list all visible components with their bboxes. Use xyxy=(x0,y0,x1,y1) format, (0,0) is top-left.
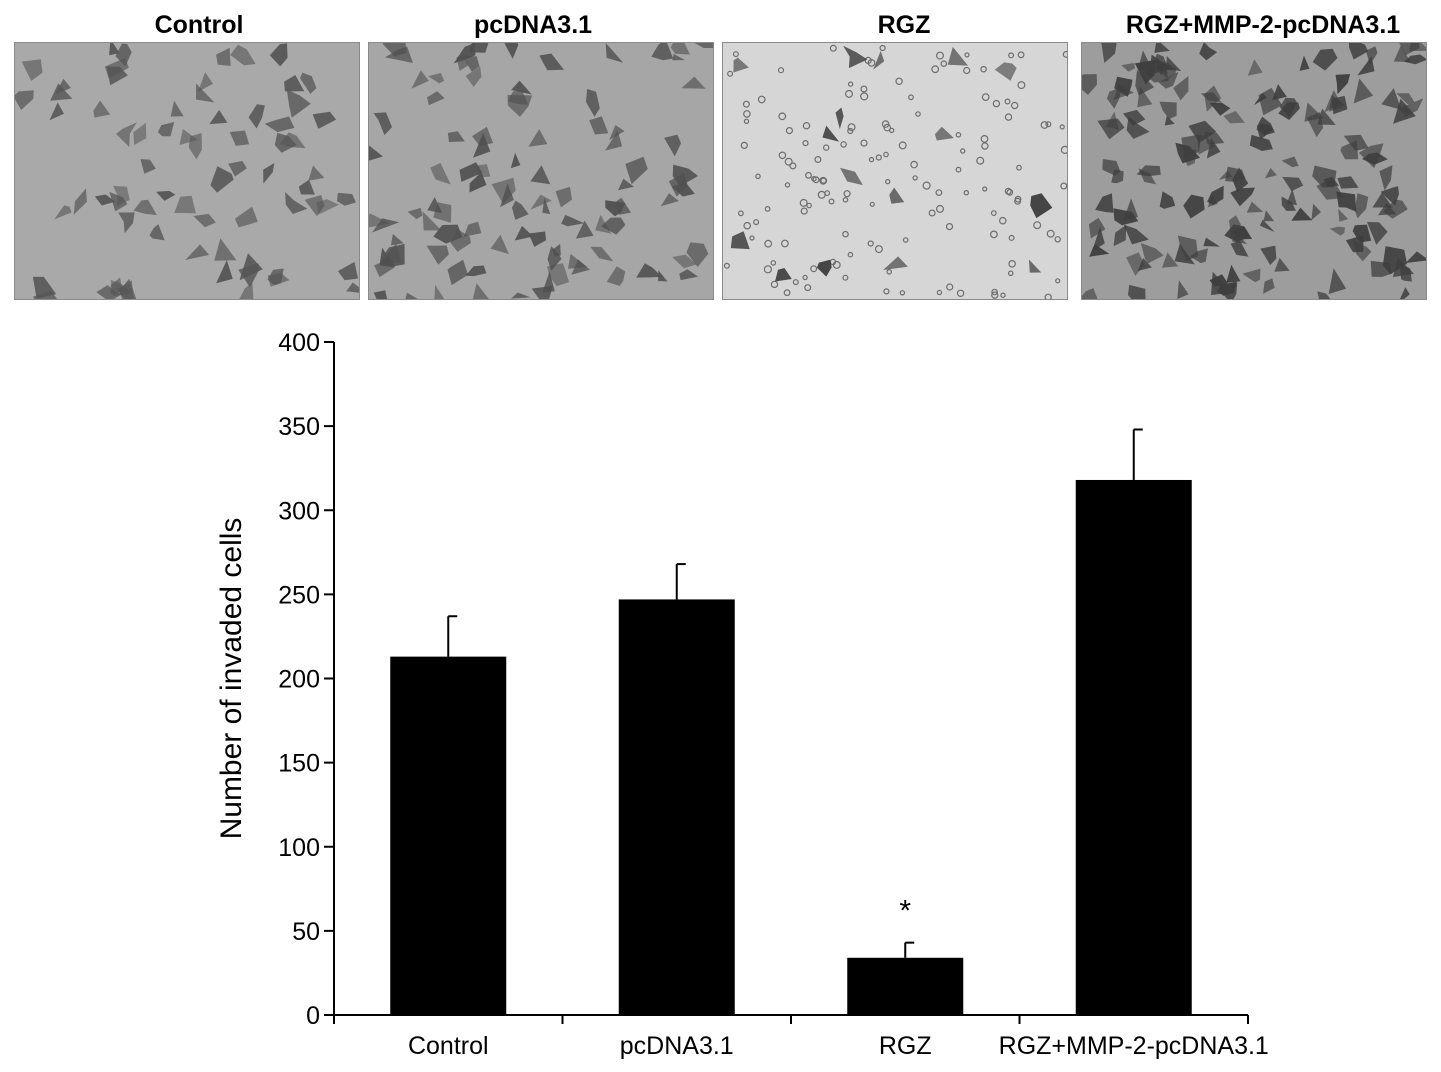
micrograph-rgz-mmp2 xyxy=(1081,42,1427,300)
y-tick-label: 250 xyxy=(278,581,320,609)
micrograph-image xyxy=(723,43,1067,299)
y-tick-label: 200 xyxy=(278,666,320,694)
y-tick-label: 400 xyxy=(278,329,320,357)
micrograph-control xyxy=(14,42,360,300)
panel-label-rgz: RGZ xyxy=(877,11,931,39)
y-tick-label: 0 xyxy=(306,1002,320,1030)
y-tick-label: 350 xyxy=(278,413,320,441)
x-tick-label: RGZ+MMP-2-pcDNA3.1 xyxy=(999,1032,1269,1060)
panel-label-control: Control xyxy=(154,11,244,39)
micrograph-image xyxy=(369,43,713,299)
y-tick-label: 100 xyxy=(278,834,320,862)
bar-0 xyxy=(390,656,507,1015)
x-tick-label: Control xyxy=(408,1032,489,1060)
micrograph-pcdna xyxy=(368,42,714,300)
micrograph-rgz xyxy=(722,42,1068,300)
bar-3 xyxy=(1075,479,1192,1016)
y-tick-label: 50 xyxy=(292,918,320,946)
micrograph-image xyxy=(15,43,359,299)
y-tick-label: 150 xyxy=(278,750,320,778)
y-tick-label: 300 xyxy=(278,497,320,525)
panel-label-pcdna: pcDNA3.1 xyxy=(473,11,593,39)
panel-label-rgz-mmp2: RGZ+MMP-2-pcDNA3.1 xyxy=(1125,11,1401,39)
micrograph-image xyxy=(1082,43,1426,299)
significance-marker: * xyxy=(899,895,911,928)
x-tick-label: pcDNA3.1 xyxy=(620,1032,734,1060)
x-tick-label: RGZ xyxy=(879,1032,932,1060)
bar-2 xyxy=(847,957,964,1015)
bar-1 xyxy=(618,599,735,1015)
y-axis-label: Number of invaded cells xyxy=(215,518,248,840)
